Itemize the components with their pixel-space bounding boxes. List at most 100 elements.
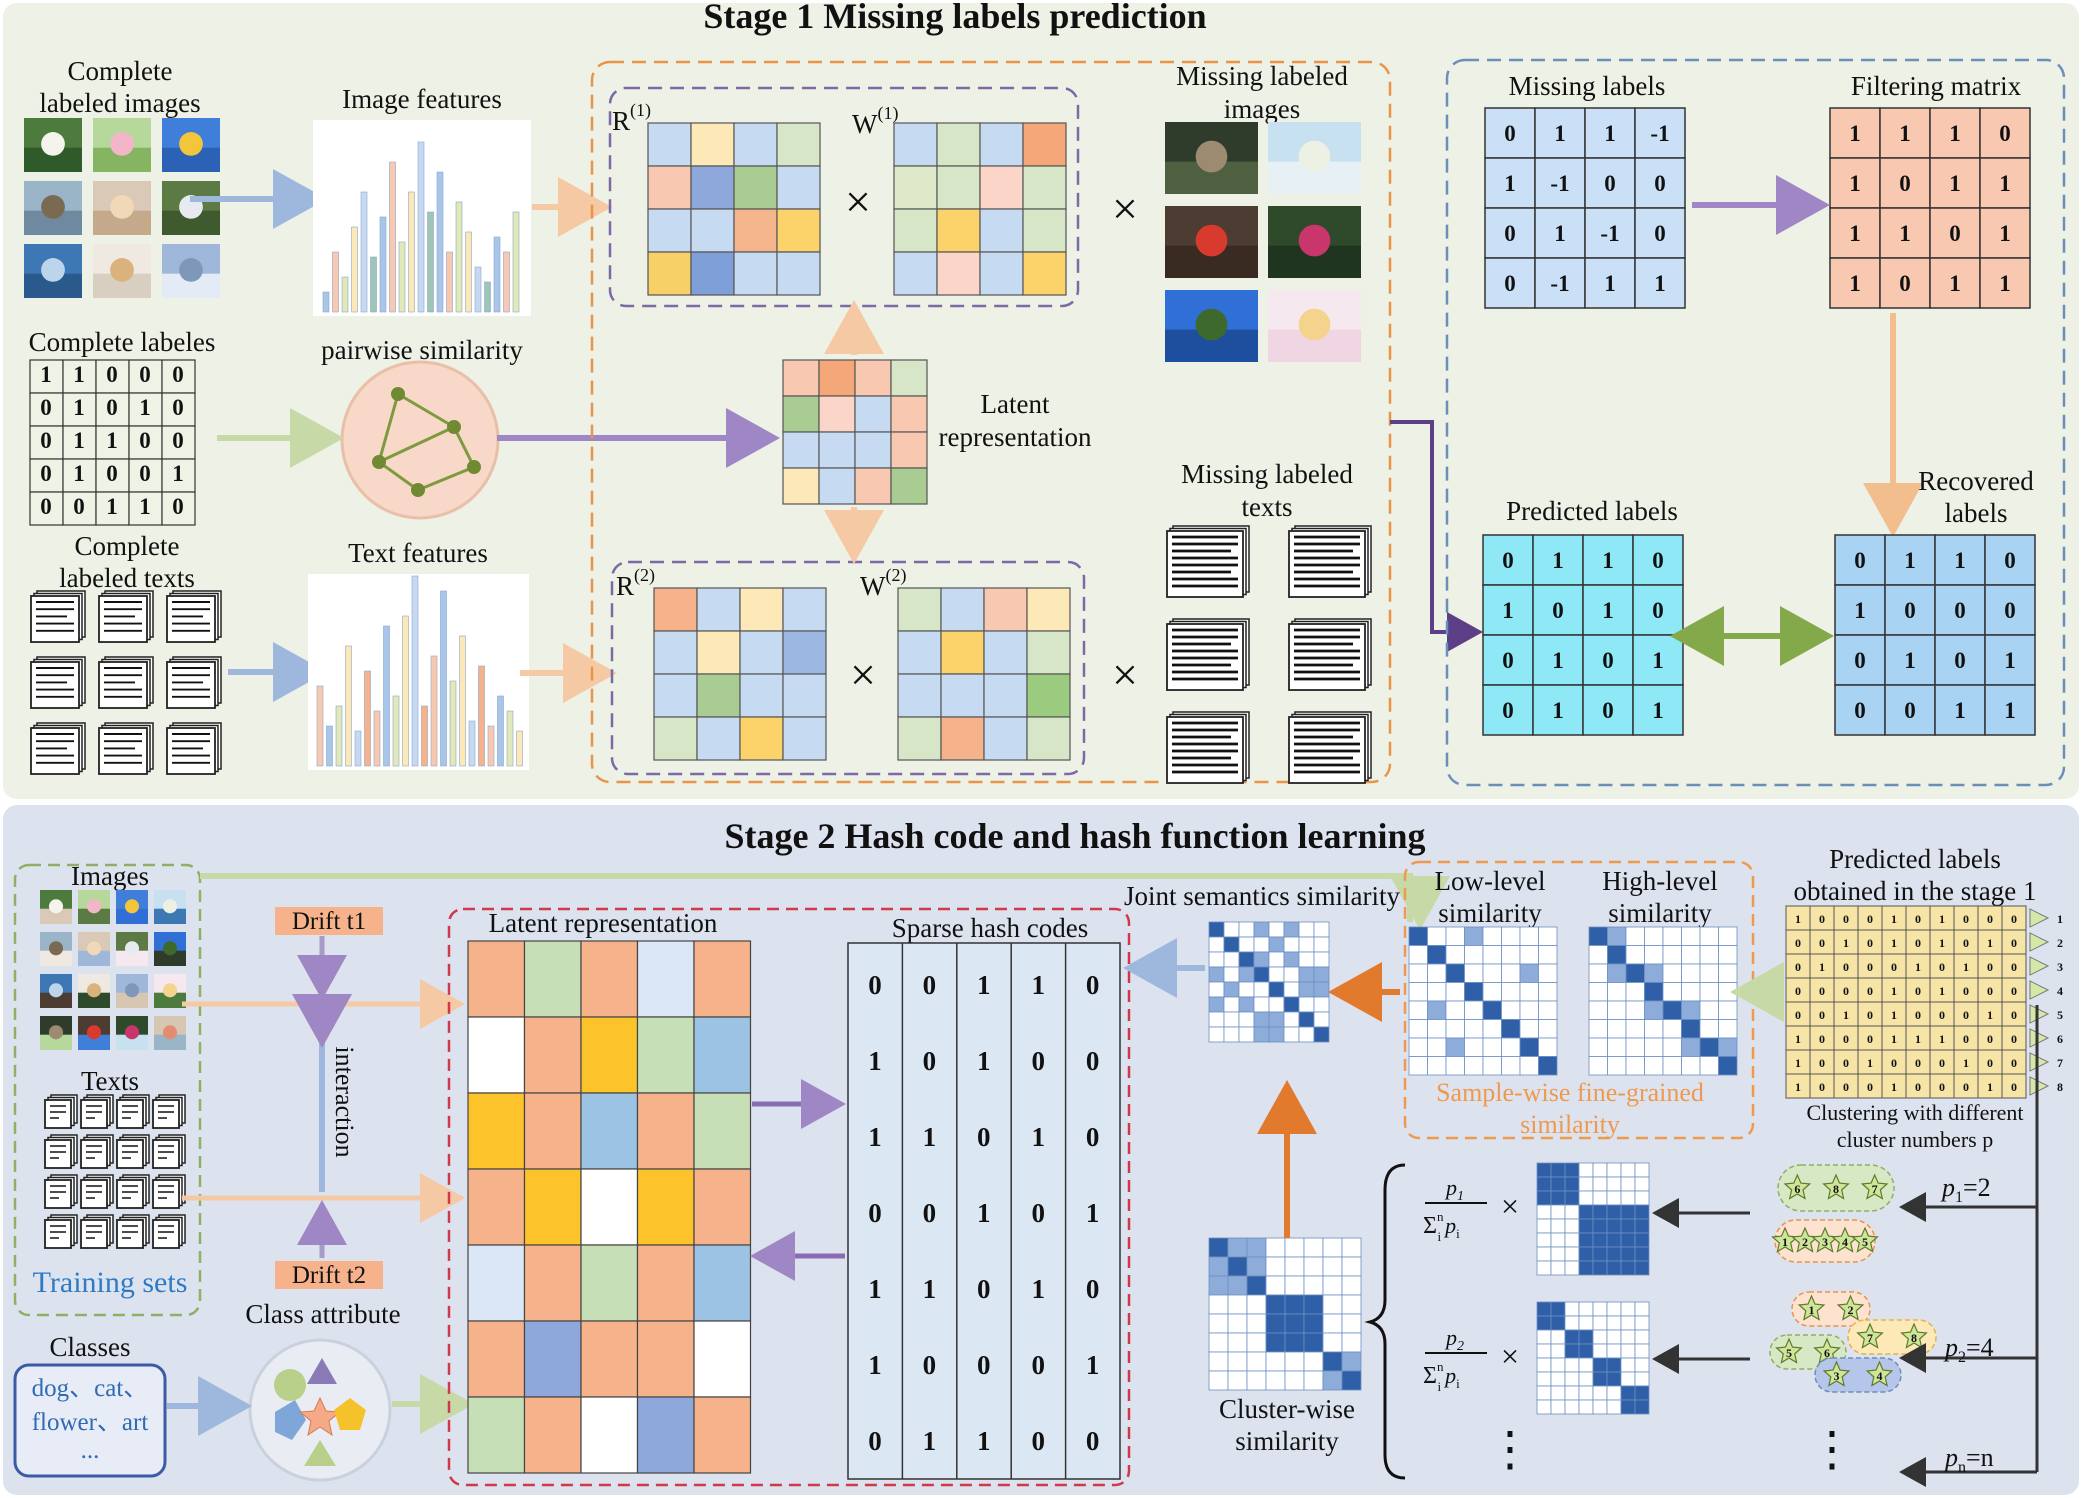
matrix-cell <box>893 208 938 253</box>
similarity-cell <box>1662 1019 1682 1039</box>
predicted-value: 1 <box>1891 1080 1897 1094</box>
similarity-cell <box>1564 1246 1580 1262</box>
latent-cell <box>693 1244 752 1322</box>
complete-texts-grid <box>30 590 222 775</box>
predicted-value: 0 <box>2011 912 2017 926</box>
similarity-cell <box>1408 926 1428 946</box>
similarity-cell <box>1578 1371 1594 1387</box>
similarity-cell <box>1501 963 1521 983</box>
similarity-cell <box>1606 1232 1622 1248</box>
similarity-cell <box>1662 963 1682 983</box>
similarity-cell <box>1223 981 1240 998</box>
cluster-star <box>1860 1173 1889 1200</box>
predicted-cell <box>1953 1025 1979 1051</box>
complete-label-value: 0 <box>172 428 184 453</box>
predicted-cell <box>1905 953 1931 979</box>
similarity-cell <box>1538 963 1558 983</box>
similarity-cell <box>1536 1176 1552 1192</box>
complete-text-doc <box>166 727 216 775</box>
label-value: 1 <box>1502 598 1514 623</box>
predicted-cell <box>1785 1073 1811 1099</box>
similarity-cell <box>1718 945 1738 965</box>
predicted-value: 1 <box>1795 1080 1801 1094</box>
training-image-subject <box>86 899 102 914</box>
label-value: 0 <box>1504 121 1516 146</box>
predicted-value: 1 <box>1987 1008 1993 1022</box>
similarity-cell <box>1445 1000 1465 1020</box>
training-text-doc <box>116 1139 144 1169</box>
cluster-star-label: 8 <box>1911 1331 1917 1345</box>
feature-bar <box>493 236 501 313</box>
similarity-cell <box>1699 945 1719 965</box>
matrix-cell <box>739 716 784 761</box>
predicted-cell <box>1785 977 1811 1003</box>
missing-labeled-images-label-2: images <box>1224 94 1300 124</box>
similarity-cell <box>1634 1204 1650 1220</box>
similarity-cell <box>1238 921 1255 938</box>
cluster-groupings: 6 8 71 2 3 4 51 25 67 83 4 <box>1769 1164 1937 1393</box>
label-value: 0 <box>1602 698 1614 723</box>
similarity-cell <box>1253 921 1270 938</box>
similarity-cell <box>1298 1026 1315 1043</box>
similarity-cell <box>1341 1275 1362 1296</box>
complete-label-value: 0 <box>40 494 52 519</box>
cluster-star-label: 3 <box>1822 1235 1828 1249</box>
label-cell <box>1532 584 1584 636</box>
similarity-cell <box>1408 963 1428 983</box>
complete-label-value: 0 <box>172 362 184 387</box>
missing-image-subject <box>1195 308 1228 341</box>
hash-bit: 0 <box>1086 1426 1100 1456</box>
latent-cell <box>636 1244 695 1322</box>
training-image-ground <box>40 1034 72 1050</box>
hash-bit: 1 <box>1031 1122 1045 1152</box>
complete-label-value: 1 <box>106 494 118 519</box>
predicted-value: 0 <box>2011 984 2017 998</box>
predicted-value: 0 <box>1843 1056 1849 1070</box>
similarity-cell <box>1268 966 1285 983</box>
row-tag-star <box>2029 1052 2050 1072</box>
predicted-cell <box>1977 1049 2003 1075</box>
latent-cell <box>693 1092 752 1170</box>
matrix-cell <box>647 122 692 167</box>
hash-bit: 1 <box>868 1274 882 1304</box>
similarity-cell <box>1501 982 1521 1002</box>
similarity-cell <box>1246 1256 1267 1277</box>
similarity-cell <box>1284 1332 1305 1353</box>
latent-cell <box>523 1016 582 1094</box>
similarity-cell <box>1625 982 1645 1002</box>
similarity-cell <box>1303 1351 1324 1372</box>
similarity-cell <box>1253 996 1270 1013</box>
similarity-cell <box>1313 1011 1330 1028</box>
matrix-cell <box>696 716 741 761</box>
feature-bar <box>440 590 447 767</box>
training-text-doc <box>44 1219 72 1249</box>
similarity-cell <box>1445 1019 1465 1039</box>
fraction-2: p2 Σn i pi <box>1423 1325 1487 1394</box>
training-image-ground <box>78 1034 110 1050</box>
similarity-cell <box>1283 1026 1300 1043</box>
feature-bar <box>360 191 368 313</box>
similarity-cell <box>1445 945 1465 965</box>
similarity-cell <box>1536 1343 1552 1359</box>
similarity-cell <box>1538 926 1558 946</box>
similarity-cell <box>1223 1026 1240 1043</box>
predicted-cell <box>1977 1025 2003 1051</box>
similarity-cell <box>1268 921 1285 938</box>
similarity-cell <box>1253 951 1270 968</box>
joint-semantics-matrix <box>1208 921 1330 1043</box>
predicted-value: 0 <box>2011 1056 2017 1070</box>
similarity-cell <box>1246 1351 1267 1372</box>
complete-image-subject <box>179 258 203 282</box>
similarity-cell <box>1298 996 1315 1013</box>
similarity-cell <box>1564 1399 1580 1415</box>
similarity-cell <box>1564 1232 1580 1248</box>
latent-cell <box>636 1168 695 1246</box>
similarity-cell <box>1208 936 1225 953</box>
similarity-cell <box>1620 1190 1636 1206</box>
predicted-value: 0 <box>1867 936 1873 950</box>
hash-bit: 1 <box>1031 970 1045 1000</box>
similarity-cell <box>1699 1056 1719 1076</box>
matrix-cell <box>696 587 741 632</box>
similarity-cell <box>1550 1260 1566 1276</box>
